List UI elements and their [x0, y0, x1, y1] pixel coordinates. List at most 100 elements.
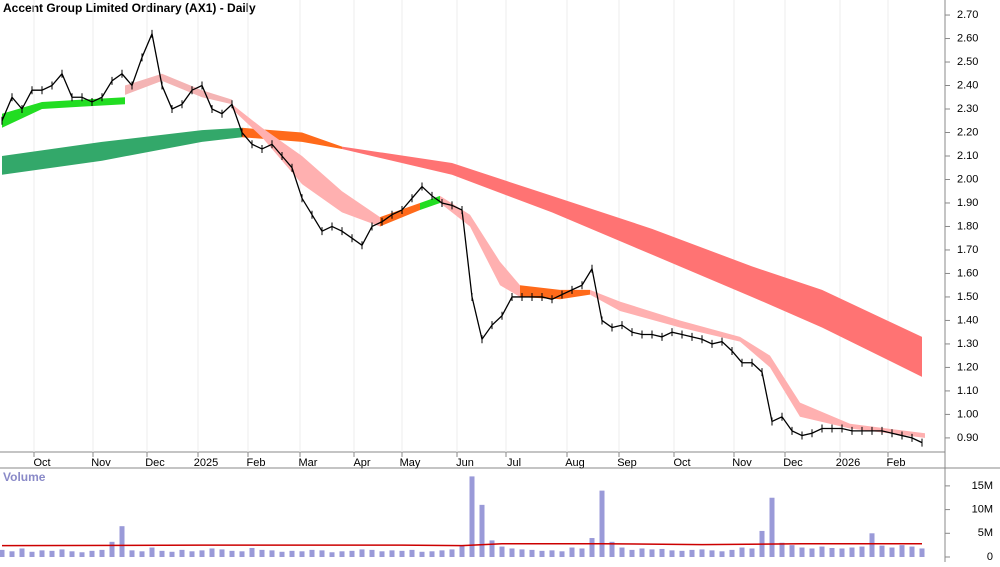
x-tick-label: Oct — [33, 457, 50, 469]
volume-average — [1, 542, 922, 547]
volume-bar — [579, 548, 585, 557]
volume-bar — [289, 550, 295, 557]
x-tick-label: Mar — [299, 457, 318, 469]
volume-bar — [279, 551, 285, 557]
volume-bar — [459, 545, 465, 557]
volume-bar — [129, 550, 135, 557]
y-tick-label: 0.90 — [957, 432, 978, 444]
x-tick-label: Aug — [565, 457, 585, 469]
x-tick-label: May — [400, 457, 421, 469]
volume-bar — [329, 552, 335, 557]
y-tick-label: 1.00 — [957, 408, 978, 420]
volume-bar — [819, 546, 825, 557]
volume-bar — [159, 550, 165, 557]
volume-bar — [649, 549, 655, 557]
volume-bar — [779, 542, 785, 557]
x-tick-label: Oct — [673, 457, 690, 469]
y-tick-label: 1.70 — [957, 244, 978, 256]
ribbon — [2, 127, 242, 175]
volume-bar — [109, 541, 115, 557]
volume-bar — [99, 549, 105, 557]
volume-bar — [629, 549, 635, 557]
x-tick-label: Dec — [783, 457, 803, 469]
volume-bar — [859, 546, 865, 557]
volume-bar — [879, 545, 885, 557]
y-tick-label: 1.40 — [957, 314, 978, 326]
y-tick-label: 1.80 — [957, 220, 978, 232]
volume-bar — [269, 550, 275, 557]
volume-bar — [799, 547, 805, 557]
volume-bar — [419, 551, 425, 557]
y-tick-label: 2.70 — [957, 9, 978, 21]
volume-bar — [69, 551, 75, 557]
volume-bar — [409, 549, 415, 557]
volume-bar — [39, 550, 45, 557]
volume-bar — [449, 549, 455, 557]
y-tick-label: 1.90 — [957, 197, 978, 209]
y-tick-label: 2.40 — [957, 79, 978, 91]
y-tick-label: 1.30 — [957, 338, 978, 350]
y-tick-label: 10M — [972, 503, 993, 515]
volume-bar — [29, 551, 35, 557]
x-tick-label: 2026 — [836, 457, 860, 469]
volume-bar — [209, 548, 215, 557]
volume-bar — [19, 548, 25, 557]
volume-bar — [809, 548, 815, 557]
x-tick-label: 2025 — [194, 457, 218, 469]
volume-bar — [429, 551, 435, 557]
volume-bar — [619, 547, 625, 557]
volume-bar — [709, 550, 715, 557]
volume-bar — [249, 547, 255, 557]
y-tick-label: 0 — [987, 551, 993, 562]
volume-bar — [179, 549, 185, 557]
x-tick-label: Sep — [617, 457, 637, 469]
volume-bar — [439, 550, 445, 557]
ribbon — [125, 73, 232, 105]
y-tick-label: 2.30 — [957, 103, 978, 115]
volume-bar — [729, 549, 735, 557]
volume-bar — [59, 549, 65, 557]
ribbon — [232, 104, 380, 227]
volume-bar — [699, 549, 705, 557]
volume-bar — [739, 547, 745, 557]
volume-bar — [349, 550, 355, 557]
volume-bar — [489, 540, 495, 557]
ribbon — [440, 195, 520, 297]
y-tick-label: 5M — [978, 527, 993, 539]
volume-bar — [609, 541, 615, 557]
volume-bar — [339, 551, 345, 557]
volume-bar — [829, 547, 835, 557]
volume-bar — [189, 551, 195, 557]
volume-bar — [379, 551, 385, 557]
volume-bar — [499, 546, 505, 557]
volume-bar — [559, 551, 565, 557]
volume-bar — [659, 548, 665, 557]
volume-bar — [599, 490, 605, 557]
volume-bar — [479, 504, 485, 557]
volume-bar — [549, 550, 555, 557]
volume-bar — [79, 552, 85, 557]
volume-bar — [639, 548, 645, 557]
x-tick-label: Feb — [247, 457, 266, 469]
ribbon — [420, 195, 440, 211]
volume-bar — [839, 548, 845, 557]
y-tick-label: 15M — [972, 480, 993, 492]
volume-bar — [909, 546, 915, 557]
volume-bar — [139, 551, 145, 557]
volume-bar — [259, 549, 265, 557]
volume-bar — [149, 547, 155, 557]
volume-bar — [589, 538, 595, 557]
volume-bar — [199, 550, 205, 557]
y-tick-label: 2.20 — [957, 126, 978, 138]
volume-bar — [569, 547, 575, 557]
x-tick-label: Nov — [732, 457, 752, 469]
volume-bar — [359, 549, 365, 557]
volume-bar — [469, 476, 475, 557]
y-tick-label: 2.10 — [957, 150, 978, 162]
x-tick-label: Jun — [456, 457, 474, 469]
volume-bar — [219, 549, 225, 557]
volume-bar — [119, 526, 125, 557]
volume-bar — [749, 548, 755, 557]
volume-bar — [89, 550, 95, 557]
